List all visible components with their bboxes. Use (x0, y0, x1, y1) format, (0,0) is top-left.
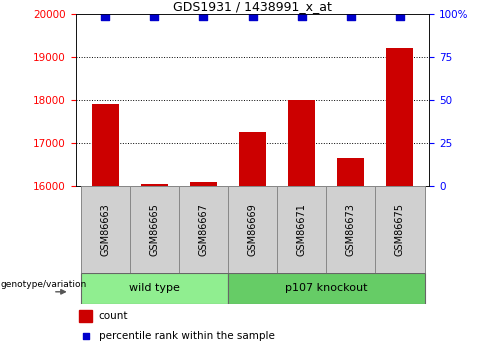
Bar (190, 182, 217, 186)
Text: p107 knockout: p107 knockout (285, 283, 367, 293)
Text: GSM86671: GSM86671 (297, 203, 306, 256)
Text: GSM86669: GSM86669 (247, 203, 258, 256)
Point (249, 13, 257, 18)
Bar (277, 186, 326, 273)
Bar (81, 273, 228, 304)
Text: percentile rank within the sample: percentile rank within the sample (99, 331, 275, 341)
Bar (288, 100, 315, 186)
Bar (326, 186, 375, 273)
Bar (239, 132, 266, 186)
Point (347, 13, 355, 18)
Point (200, 13, 207, 18)
Point (396, 13, 404, 18)
Bar (337, 158, 365, 186)
Point (150, 13, 158, 18)
Text: GSM86675: GSM86675 (395, 203, 405, 256)
Bar (92, 104, 119, 186)
Point (81, 333, 89, 339)
Point (298, 13, 305, 18)
Text: GSM86665: GSM86665 (149, 203, 159, 256)
Text: GSM86663: GSM86663 (100, 203, 110, 256)
Bar (79, 310, 92, 322)
Bar (386, 48, 413, 186)
Bar (179, 186, 228, 273)
Bar (141, 184, 168, 186)
Text: wild type: wild type (129, 283, 180, 293)
Bar (130, 186, 179, 273)
Bar (81, 186, 130, 273)
Point (101, 13, 109, 18)
Text: GSM86667: GSM86667 (199, 203, 208, 256)
Text: GSM86673: GSM86673 (346, 203, 356, 256)
Bar (228, 273, 425, 304)
Title: GDS1931 / 1438991_x_at: GDS1931 / 1438991_x_at (173, 0, 332, 13)
Bar (228, 186, 277, 273)
Text: genotype/variation: genotype/variation (1, 280, 87, 289)
Text: count: count (99, 311, 128, 321)
Bar (375, 186, 425, 273)
